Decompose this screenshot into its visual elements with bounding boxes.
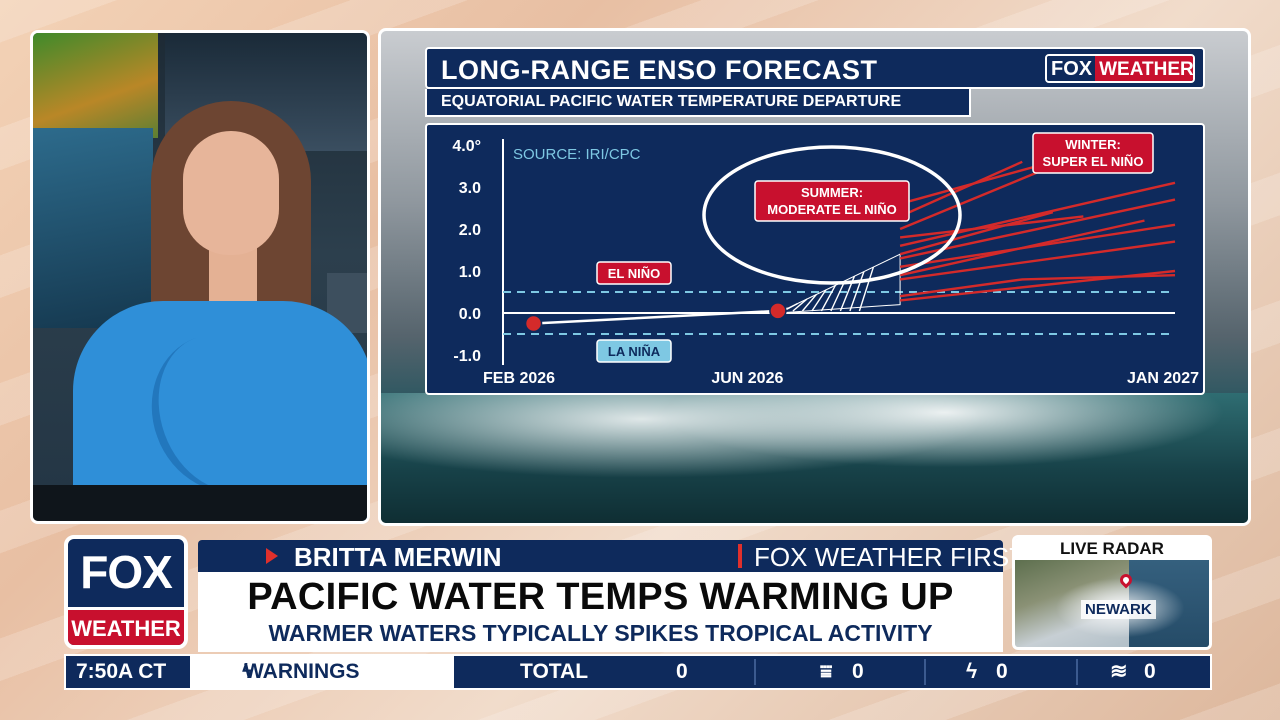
presenter-name-bar: BRITTA MERWIN FOX WEATHER FIRST HOST (198, 540, 1104, 572)
presenter-dress (73, 301, 367, 521)
forecast-series-line (899, 198, 1176, 260)
live-radar-widget[interactable]: LIVE RADAR NEWARK (1012, 535, 1212, 650)
fox-weather-main-logo: FOX WEATHER (64, 535, 188, 649)
forecast-series-line (899, 164, 1054, 231)
highlight-circle (702, 145, 962, 285)
annotation-box (754, 180, 910, 222)
clock-time: 7:50A CT (76, 660, 167, 683)
hatch-line (849, 271, 865, 312)
forecast-series-line (899, 240, 1176, 281)
graphic-subtitle: EQUATORIAL PACIFIC WATER TEMPERATURE DEP… (441, 93, 902, 110)
hatch-line (820, 284, 837, 312)
presenter-face (183, 131, 279, 255)
flood-icon: ≋ (1110, 660, 1128, 683)
total-count: 0 (676, 660, 688, 683)
tornado-count: 0 (852, 660, 864, 683)
logo-fox-text: FOX (80, 546, 173, 598)
x-tick-label: JAN 2027 (1127, 370, 1199, 387)
enso-graphic-panel: LONG-RANGE ENSO FORECAST FOX WEATHER EQU… (378, 28, 1251, 526)
forecast-series-line (899, 211, 1054, 256)
lightning-count-icon: ϟ (966, 660, 978, 683)
x-tick-label: FEB 2026 (483, 370, 555, 387)
y-tick-label: 4.0° (452, 138, 481, 155)
studio-monitor (33, 33, 158, 138)
logo-weather-text: WEATHER (68, 607, 184, 645)
graphic-title-bar: LONG-RANGE ENSO FORECAST FOX WEATHER (425, 47, 1205, 89)
tornado-icon: ⩸ (820, 661, 833, 683)
annotation-text: SUMMER: (801, 185, 863, 200)
threshold-badge (596, 339, 672, 363)
annotation-text: WINTER: (1065, 137, 1121, 152)
lightning-icon: ϟ (242, 661, 253, 683)
headline: PACIFIC WATER TEMPS WARMING UP (247, 576, 954, 618)
forecast-series-line (899, 219, 1145, 277)
graphic-title: LONG-RANGE ENSO FORECAST (441, 55, 878, 85)
ticker-divider (754, 659, 756, 685)
graphic-subtitle-bar: EQUATORIAL PACIFIC WATER TEMPERATURE DEP… (425, 89, 971, 117)
annotation-text: MODERATE EL NIÑO (767, 202, 897, 217)
observed-line (533, 309, 778, 325)
ticker-divider (924, 659, 926, 685)
headline-box: PACIFIC WATER TEMPS WARMING UP WARMER WA… (198, 572, 1003, 652)
y-tick-label: 3.0 (459, 180, 481, 197)
flood-count: 0 (1144, 660, 1156, 683)
y-tick-label: 0.0 (459, 306, 481, 323)
x-tick-label: JUN 2026 (711, 370, 783, 387)
forecast-series-line (899, 274, 1176, 298)
observed-point (769, 302, 787, 320)
studio-monitor (33, 128, 153, 328)
forecast-series-line (899, 160, 1023, 218)
y-tick-label: 1.0 (459, 264, 481, 281)
hatch-line (801, 294, 817, 312)
logo-weather-text: WEATHER (1095, 56, 1193, 81)
ocean-waves-image (381, 393, 1248, 523)
fox-weather-logo: FOX WEATHER (1045, 54, 1195, 83)
hatch-line (792, 298, 808, 312)
weather-ticker: 7:50A CT ϟ WARNINGS TOTAL 0 ⩸ 0 ϟ 0 ≋ 0 (64, 654, 1212, 690)
observed-point (524, 314, 543, 333)
threshold-label: LA NIÑA (608, 344, 661, 359)
annotation-box (1032, 132, 1154, 174)
y-tick-label: 2.0 (459, 222, 481, 239)
studio-desk (33, 485, 367, 521)
enso-chart: 4.0° 3.0 2.0 1.0 0.0 -1.0 FEB 2026 JUN 2026 JAN … (425, 123, 1205, 395)
forecast-series-line (899, 181, 1176, 247)
forecast-series-line (899, 215, 1084, 239)
warnings-label: WARNINGS (244, 660, 360, 683)
radar-city-label: NEWARK (1081, 600, 1156, 619)
name-separator (738, 544, 742, 568)
hatch-line (811, 289, 827, 312)
hatch-line (830, 280, 846, 312)
y-tick-label: -1.0 (453, 348, 481, 365)
total-label: TOTAL (520, 660, 589, 683)
subheadline: WARMER WATERS TYPICALLY SPIKES TROPICAL … (268, 620, 933, 646)
forecast-series-line (899, 223, 1176, 268)
threshold-label: EL NIÑO (608, 266, 661, 281)
ticker-divider (1076, 659, 1078, 685)
annotation-text: SUPER EL NIÑO (1043, 154, 1144, 169)
lightning-count: 0 (996, 660, 1008, 683)
play-arrow-icon (266, 548, 278, 564)
radar-label: LIVE RADAR (1015, 538, 1209, 560)
hatch-line (858, 266, 875, 312)
warnings-tab[interactable]: ϟ WARNINGS (190, 656, 454, 688)
chart-source: SOURCE: IRI/CPC (513, 146, 641, 163)
presenter-name: BRITTA MERWIN (294, 542, 502, 572)
threshold-badge (596, 261, 672, 285)
logo-fox-text: FOX (1047, 56, 1096, 81)
presenter-video (30, 30, 370, 524)
